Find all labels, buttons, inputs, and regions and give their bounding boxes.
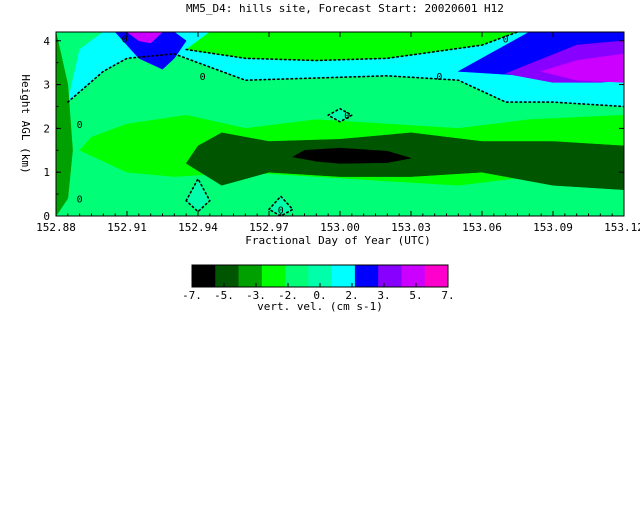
colorbar-tick-label: -7. <box>182 289 202 302</box>
y-axis: 0 1 2 3 4 <box>43 35 624 223</box>
zero-contour-label: 0 <box>436 72 442 83</box>
x-axis-label: Fractional Day of Year (UTC) <box>245 234 430 247</box>
x-tick-label: 152.97 <box>249 221 289 234</box>
colorbar-swatch <box>215 265 240 287</box>
colorbar-tick-label: 3. <box>377 289 390 302</box>
center-pocket-contour <box>327 107 354 123</box>
x-tick-label: 153.00 <box>320 221 360 234</box>
upper-right-ascent-core <box>540 53 624 83</box>
left-pocket-contour <box>185 177 211 213</box>
y-tick-label: 3 <box>43 79 50 92</box>
x-axis: 152.88 152.91 152.94 152.97 153.00 153.03 153.… <box>36 32 640 234</box>
x-tick-label: 152.88 <box>36 221 76 234</box>
y-tick-label: 1 <box>43 166 50 179</box>
zero-contour-label: 0 <box>200 72 206 83</box>
colorbar-tick-label: -5. <box>214 289 234 302</box>
colorbar-label: vert. vel. (cm s-1) <box>257 300 383 313</box>
lower-descent-dark <box>185 132 624 190</box>
y-tick-label: 0 <box>43 210 50 223</box>
upper-left-ascent-core <box>126 32 163 44</box>
colorbar-tick-label: -3. <box>246 289 266 302</box>
upper-zero-contour <box>67 53 624 108</box>
x-tick-label: 152.94 <box>178 221 218 234</box>
zero-contour-label: 0 <box>344 111 350 122</box>
y-tick-label: 4 <box>43 35 50 48</box>
chart-title: MM5_D4: hills site, Forecast Start: 2002… <box>186 2 504 15</box>
colorbar-swatch <box>308 265 333 287</box>
y-tick-label: 2 <box>43 122 50 135</box>
colorbar-tick-label: 7. <box>441 289 454 302</box>
zero-contour-label: 0 <box>77 195 83 206</box>
x-tick-label: 153.09 <box>533 221 573 234</box>
x-tick-label: 152.91 <box>107 221 147 234</box>
colorbar-tick-label: 2. <box>345 289 358 302</box>
colorbar-swatch <box>331 265 356 287</box>
zero-contour-label: 0 <box>503 35 509 46</box>
colorbar-swatch <box>261 265 286 287</box>
velocity-field <box>56 32 624 216</box>
colorbar-swatch <box>424 265 449 287</box>
colorbar: -7. -5. -3. -2. 0. 2. 3. 5. 7. <box>182 264 455 302</box>
colorbar-tick-label: 5. <box>409 289 422 302</box>
top-zero-contour <box>185 32 519 62</box>
colorbar-swatch <box>285 265 309 287</box>
x-tick-label: 153.06 <box>462 221 502 234</box>
x-tick-label: 153.03 <box>391 221 431 234</box>
zero-contour-labels: 0 0 0 0 0 0 0 0 <box>77 35 509 217</box>
left-edge-descent <box>56 32 73 216</box>
colorbar-swatch <box>238 265 263 287</box>
colorbar-swatch <box>401 265 426 287</box>
upper-left-ascent <box>114 32 187 70</box>
zero-contour-label: 0 <box>122 35 128 46</box>
y-axis-label: Height AGL (km) <box>19 74 32 173</box>
colorbar-swatch <box>354 265 379 287</box>
colorbar-tick-label: 0. <box>313 289 326 302</box>
x-tick-label: 153.12 <box>604 221 640 234</box>
zero-contour-label: 0 <box>77 120 83 131</box>
colorbar-swatch <box>192 265 216 287</box>
colorbar-tick-label: -2. <box>278 289 298 302</box>
colorbar-swatch <box>378 265 402 287</box>
middle-pocket-contour <box>268 195 294 216</box>
zero-contours <box>67 32 624 216</box>
lower-descent-core <box>291 147 412 164</box>
zero-contour-label: 0 <box>278 205 284 216</box>
